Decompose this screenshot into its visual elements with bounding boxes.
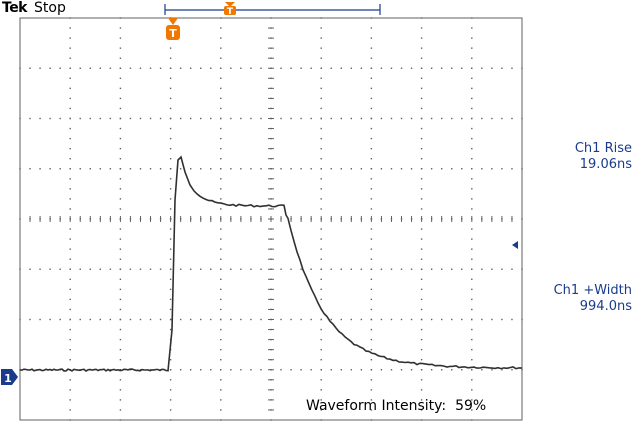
waveform-intensity-label: Waveform Intensity: [306,398,447,414]
trigger-position-marker[interactable]: T [166,18,180,40]
trigger-marker-label: T [169,27,177,40]
measurement-2-label: Ch1 +Width [553,283,632,298]
channel-1-waveform [19,155,523,372]
measurement-1-value: 19.06ns [579,157,632,172]
channel-1-label: 1 [4,372,12,385]
channel-1-ground-marker[interactable]: 1 [1,369,18,385]
waveform-intensity-value: 59% [455,398,487,414]
acquisition-status: Stop [34,0,66,16]
measurement-1-label: Ch1 Rise [574,141,632,156]
waveform-intensity-readout: Waveform Intensity: 59% [306,398,486,414]
graticule-grid [19,17,523,421]
record-view-bar [164,4,381,15]
measurement-2-value: 994.0ns [579,299,632,314]
tek-brand-logo: Tek [2,0,28,16]
record-trigger-label: T [227,7,234,17]
record-trigger-icon: T [224,2,236,17]
trigger-level-arrow[interactable] [512,241,518,249]
